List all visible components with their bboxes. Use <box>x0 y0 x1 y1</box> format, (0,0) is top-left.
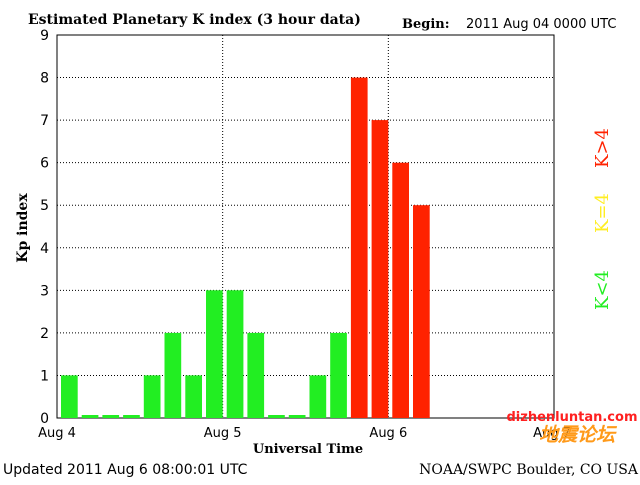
kp-bar <box>247 332 265 418</box>
x-tick-label: Aug 7 <box>533 426 571 441</box>
kp-bar <box>81 415 99 418</box>
y-tick-label: 3 <box>40 283 49 299</box>
kp-bar <box>371 120 389 418</box>
legend-high: K>4 <box>592 128 613 168</box>
kp-bar <box>102 415 120 418</box>
kp-bar <box>288 415 306 418</box>
y-tick-label: 8 <box>40 71 49 87</box>
y-tick-label: 7 <box>40 113 49 129</box>
credit-text: NOAA/SWPC Boulder, CO USA <box>419 462 639 478</box>
kp-bar <box>268 415 285 418</box>
begin-value: 2011 Aug 04 0000 UTC <box>466 17 616 32</box>
y-tick-label: 4 <box>40 241 49 257</box>
y-tick-label: 6 <box>40 156 49 172</box>
kp-bar <box>330 332 347 418</box>
chart-title: Estimated Planetary K index (3 hour data… <box>28 12 361 28</box>
x-tick-label: Aug 4 <box>38 426 76 441</box>
kp-bar <box>185 375 202 418</box>
kp-bar <box>226 290 244 418</box>
y-tick-label: 2 <box>40 326 49 342</box>
watermark-logo: 地震论坛 <box>539 424 618 446</box>
y-axis-label: Kp index <box>15 193 31 263</box>
x-tick-label: Aug 6 <box>369 426 407 441</box>
legend-low: K<4 <box>592 270 613 310</box>
kp-bar <box>350 77 368 418</box>
y-tick-label: 5 <box>40 198 49 214</box>
kp-bar <box>164 332 182 418</box>
x-tick-label: Aug 5 <box>204 426 242 441</box>
begin-label: Begin: <box>402 17 450 32</box>
plot-area <box>56 34 555 419</box>
legend-equal: K=4 <box>592 193 613 233</box>
updated-timestamp: Updated 2011 Aug 6 08:00:01 UTC <box>3 462 248 478</box>
grid-lines <box>57 35 554 418</box>
bars <box>61 77 430 418</box>
kp-bar <box>123 415 140 418</box>
watermark-site: dizhenluntan.com <box>507 410 638 425</box>
y-tick-labels: 0 1 2 3 4 5 6 7 8 9 <box>40 28 49 427</box>
kp-bar <box>143 375 161 418</box>
x-axis-label: Universal Time <box>253 442 363 457</box>
kp-bar <box>392 162 409 418</box>
x-tick-labels: Aug 4 Aug 5 Aug 6 Aug 7 <box>38 426 571 441</box>
y-tick-label: 9 <box>40 28 49 44</box>
kp-bar <box>413 205 430 418</box>
kp-bar <box>206 290 223 418</box>
y-tick-label: 1 <box>40 368 49 384</box>
kp-bar <box>309 375 327 418</box>
y-tick-label: 0 <box>40 411 49 427</box>
kp-bar <box>61 375 78 418</box>
